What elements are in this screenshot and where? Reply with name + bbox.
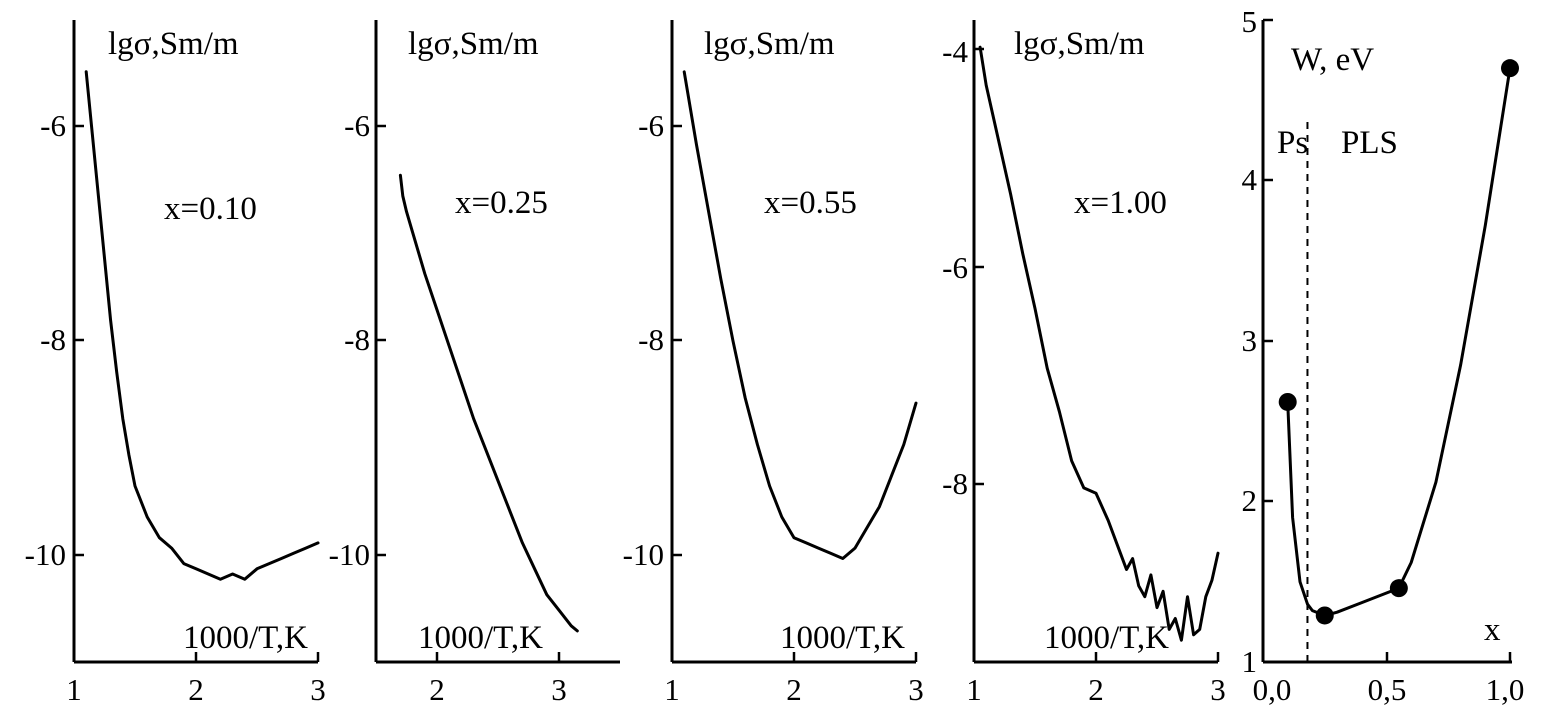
panel-activation-energy: W, eV x Ps PLS 1 2 3 4 5 0,0 0,5 1,0 xyxy=(1242,4,1525,707)
panel-w-ylabel: W, eV xyxy=(1291,42,1374,78)
panel-x010-xtick-label: 1 xyxy=(66,672,82,707)
panel-x025-ytick-label: -8 xyxy=(344,322,370,357)
panel-x010-annotation: x=0.10 xyxy=(164,191,257,227)
panel-w-xtick-label: 0,0 xyxy=(1253,672,1292,707)
data-point xyxy=(1389,579,1408,598)
panel-x100: lgσ,Sm/m 1000/T,K x=1.00 -4 -6 -8 1 2 3 xyxy=(942,20,1226,707)
panel-x100-xtick-label: 3 xyxy=(1210,672,1226,707)
panel-x025-annotation: x=0.25 xyxy=(455,185,548,221)
panel-x100-ytick-label: -6 xyxy=(942,250,968,285)
panel-x055-xtick-label: 1 xyxy=(664,672,680,707)
panel-x010: lgσ,Sm/m 1000/T,K x=0.10 -6 -8 -10 1 2 3 xyxy=(25,20,326,707)
panel-x055-annotation: x=0.55 xyxy=(764,185,857,221)
panel-x025-ytick-label: -6 xyxy=(344,108,370,143)
panel-x055-series-line xyxy=(682,70,918,560)
panel-x010-ytick-label: -8 xyxy=(40,322,66,357)
activation-energy-points xyxy=(1278,59,1519,625)
panel-x055-y-ticks: -6 -8 -10 xyxy=(623,108,682,572)
panel-w-xtick-label: 0,5 xyxy=(1368,672,1407,707)
panel-x100-annotation: x=1.00 xyxy=(1074,185,1167,221)
panel-w-xlabel: x xyxy=(1484,612,1501,648)
panel-x010-ytick-label: -10 xyxy=(25,537,66,572)
panel-x010-y-ticks: -6 -8 -10 xyxy=(25,108,84,572)
region-label-ps: Ps xyxy=(1277,125,1308,161)
panel-x025-xtick-label: 2 xyxy=(429,672,445,707)
panel-x100-y-ticks: -4 -6 -8 xyxy=(942,34,984,501)
panel-w-ytick-label: 2 xyxy=(1242,483,1258,518)
panel-x055-xtick-label: 2 xyxy=(786,672,802,707)
panel-x025-xtick-label: 3 xyxy=(551,672,567,707)
panel-x055-xlabel: 1000/T,K xyxy=(780,620,905,656)
panel-x025-y-ticks: -6 -8 -10 xyxy=(329,108,386,572)
panel-x025-xlabel: 1000/T,K xyxy=(418,620,543,656)
panel-x025: lgσ,Sm/m 1000/T,K x=0.25 -6 -8 -10 2 3 xyxy=(329,20,620,707)
region-label-pls: PLS xyxy=(1341,125,1398,161)
panel-x100-xlabel: 1000/T,K xyxy=(1044,620,1169,656)
panel-w-ytick-label: 4 xyxy=(1242,162,1258,197)
panel-x055-ytick-label: -10 xyxy=(623,537,664,572)
panel-x100-x-ticks: 1 2 3 xyxy=(966,652,1226,707)
panel-x100-xtick-label: 2 xyxy=(1088,672,1104,707)
panel-x100-series-line xyxy=(978,45,1220,642)
panel-x010-xtick-label: 2 xyxy=(188,672,204,707)
activation-energy-fit-curve xyxy=(1286,66,1512,617)
panel-w-ytick-label: 5 xyxy=(1242,4,1258,39)
panel-x010-ylabel: lgσ,Sm/m xyxy=(108,26,239,62)
panel-x055-x-ticks: 1 2 3 xyxy=(664,652,924,707)
panel-x055-ylabel: lgσ,Sm/m xyxy=(704,26,835,62)
panel-x100-ytick-label: -8 xyxy=(942,466,968,501)
panel-x100-xtick-label: 1 xyxy=(966,672,982,707)
panel-x010-ytick-label: -6 xyxy=(40,108,66,143)
panel-x055-ytick-label: -8 xyxy=(638,322,664,357)
panel-x025-x-ticks: 2 3 xyxy=(429,652,567,707)
panel-x055-xtick-label: 3 xyxy=(908,672,924,707)
panel-x100-ytick-label: -4 xyxy=(942,34,968,69)
panel-x055: lgσ,Sm/m 1000/T,K x=0.55 -6 -8 -10 1 2 3 xyxy=(623,20,924,707)
panel-w-y-ticks: 1 2 3 4 5 xyxy=(1242,4,1273,679)
panel-w-ytick-label: 3 xyxy=(1242,323,1258,358)
data-point xyxy=(1501,59,1519,78)
panel-x010-x-ticks: 1 2 3 xyxy=(66,652,326,707)
panel-x055-ytick-label: -6 xyxy=(638,108,664,143)
panel-w-x-ticks: 0,0 0,5 1,0 xyxy=(1253,652,1525,707)
panel-x010-xlabel: 1000/T,K xyxy=(183,620,308,656)
panel-x025-series-line xyxy=(398,173,579,633)
panel-x010-series-line xyxy=(84,70,320,581)
panel-x025-ylabel: lgσ,Sm/m xyxy=(408,26,539,62)
panel-x100-ylabel: lgσ,Sm/m xyxy=(1014,26,1145,62)
data-point xyxy=(1315,606,1334,625)
panel-w-xtick-label: 1,0 xyxy=(1486,672,1525,707)
panel-x010-xtick-label: 3 xyxy=(310,672,326,707)
panel-x025-ytick-label: -10 xyxy=(329,537,370,572)
data-point xyxy=(1278,392,1297,411)
panel-w-ytick-label: 1 xyxy=(1242,644,1258,679)
